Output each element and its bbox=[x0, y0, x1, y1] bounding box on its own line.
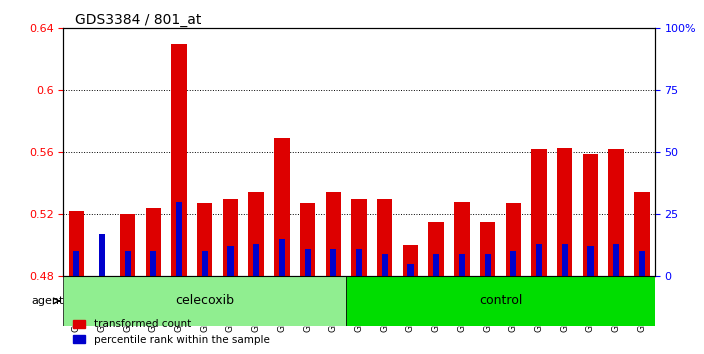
Bar bbox=[249, 193, 264, 276]
Bar bbox=[459, 254, 465, 276]
Text: agent: agent bbox=[31, 296, 63, 306]
Bar bbox=[454, 202, 470, 276]
Bar bbox=[532, 149, 547, 276]
Bar bbox=[408, 264, 413, 276]
Bar bbox=[403, 245, 418, 276]
Bar bbox=[63, 276, 346, 326]
Bar bbox=[429, 222, 444, 276]
Bar bbox=[587, 246, 593, 276]
Bar bbox=[433, 254, 439, 276]
Bar bbox=[300, 203, 315, 276]
Bar bbox=[382, 254, 388, 276]
Bar bbox=[484, 254, 491, 276]
Bar bbox=[253, 244, 259, 276]
Bar bbox=[505, 203, 521, 276]
Bar bbox=[305, 249, 310, 276]
Bar bbox=[557, 148, 572, 276]
Bar bbox=[356, 249, 362, 276]
Bar bbox=[125, 251, 131, 276]
Bar bbox=[176, 202, 182, 276]
Bar bbox=[73, 251, 80, 276]
Text: celecoxib: celecoxib bbox=[175, 295, 234, 307]
Legend: transformed count, percentile rank within the sample: transformed count, percentile rank withi… bbox=[68, 315, 274, 349]
Bar bbox=[377, 199, 392, 276]
Bar bbox=[480, 222, 496, 276]
Bar bbox=[274, 138, 289, 276]
Bar bbox=[197, 203, 213, 276]
Text: control: control bbox=[479, 295, 522, 307]
Bar bbox=[330, 249, 337, 276]
Bar bbox=[99, 234, 105, 276]
Bar bbox=[279, 239, 285, 276]
Bar bbox=[351, 199, 367, 276]
Bar bbox=[608, 149, 624, 276]
Bar bbox=[120, 214, 135, 276]
Bar bbox=[346, 276, 655, 326]
Bar bbox=[150, 251, 156, 276]
Bar bbox=[639, 251, 645, 276]
Bar bbox=[510, 251, 517, 276]
Bar bbox=[613, 244, 620, 276]
Bar bbox=[201, 251, 208, 276]
Bar bbox=[326, 193, 341, 276]
Bar bbox=[583, 154, 598, 276]
Bar bbox=[68, 211, 84, 276]
Bar bbox=[222, 199, 238, 276]
Bar bbox=[171, 44, 187, 276]
Bar bbox=[562, 244, 568, 276]
Bar bbox=[146, 208, 161, 276]
Bar bbox=[634, 193, 650, 276]
Bar bbox=[536, 244, 542, 276]
Bar bbox=[227, 246, 234, 276]
Text: GDS3384 / 801_at: GDS3384 / 801_at bbox=[75, 13, 201, 27]
